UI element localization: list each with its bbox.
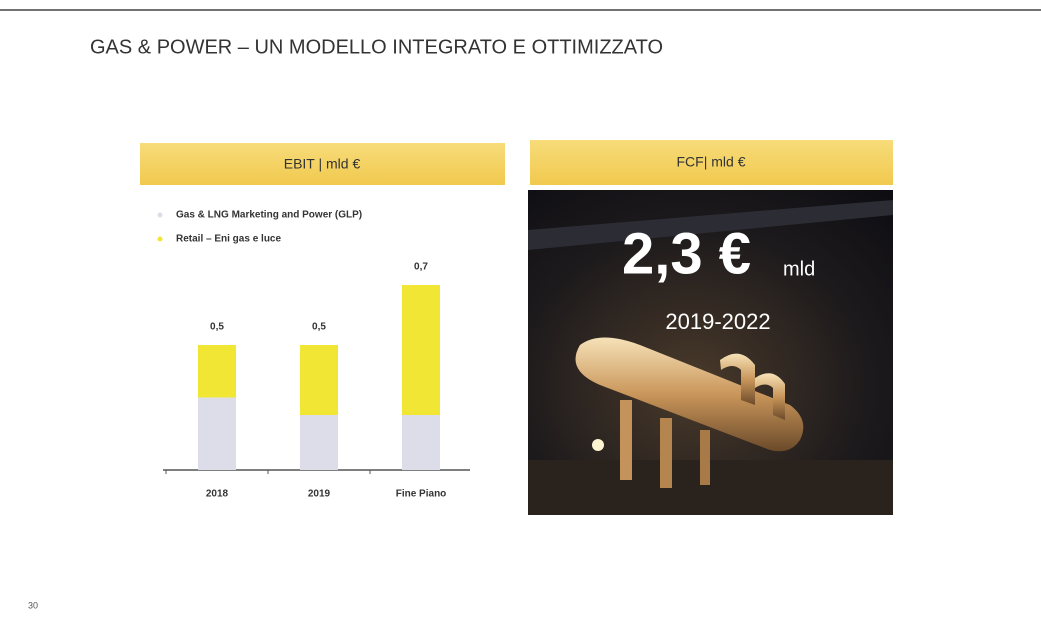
x-tick-label: Fine Piano <box>396 489 447 500</box>
total-label: 0,5 <box>312 322 326 333</box>
photo-support <box>700 430 710 485</box>
bar-segment <box>198 345 236 398</box>
total-label: 0,7 <box>414 262 428 273</box>
slide-title: GAS & POWER – UN MODELLO INTEGRATO E OTT… <box>90 36 663 58</box>
photo-ground <box>528 460 893 515</box>
x-tick-label: 2018 <box>206 489 229 500</box>
bar-segment <box>402 285 440 415</box>
photo-pipe-bend <box>720 353 755 405</box>
photo-pipe-bend <box>755 373 785 420</box>
legend-label: Gas & LNG Marketing and Power (GLP) <box>176 210 362 221</box>
bar-segment <box>300 345 338 415</box>
chart-title: EBIT | mld € <box>284 156 361 172</box>
bar-segment <box>402 415 440 470</box>
legend-label: Retail – Eni gas e luce <box>176 234 281 245</box>
x-tick-label: 2019 <box>308 489 331 500</box>
fcf-value: 2,3 € <box>622 221 751 286</box>
legend-swatch <box>157 236 163 242</box>
page-number: 30 <box>28 600 38 610</box>
photo-pipe <box>575 337 804 452</box>
total-label: 0,5 <box>210 322 224 333</box>
fcf-period: 2019-2022 <box>665 309 770 334</box>
photo-light <box>592 439 604 451</box>
ebit-header <box>140 143 505 185</box>
bar-segment <box>300 415 338 470</box>
bar-segment <box>198 397 236 470</box>
fcf-unit: mld <box>783 258 815 280</box>
legend-swatch <box>157 212 163 218</box>
fcf-title: FCF| mld € <box>677 154 746 170</box>
fcf-header <box>530 140 893 185</box>
photo-roof <box>528 200 893 250</box>
photo-support <box>660 418 672 488</box>
photo-support <box>620 400 632 480</box>
photo: 2,3 € mld 2019-2022 <box>528 190 893 515</box>
